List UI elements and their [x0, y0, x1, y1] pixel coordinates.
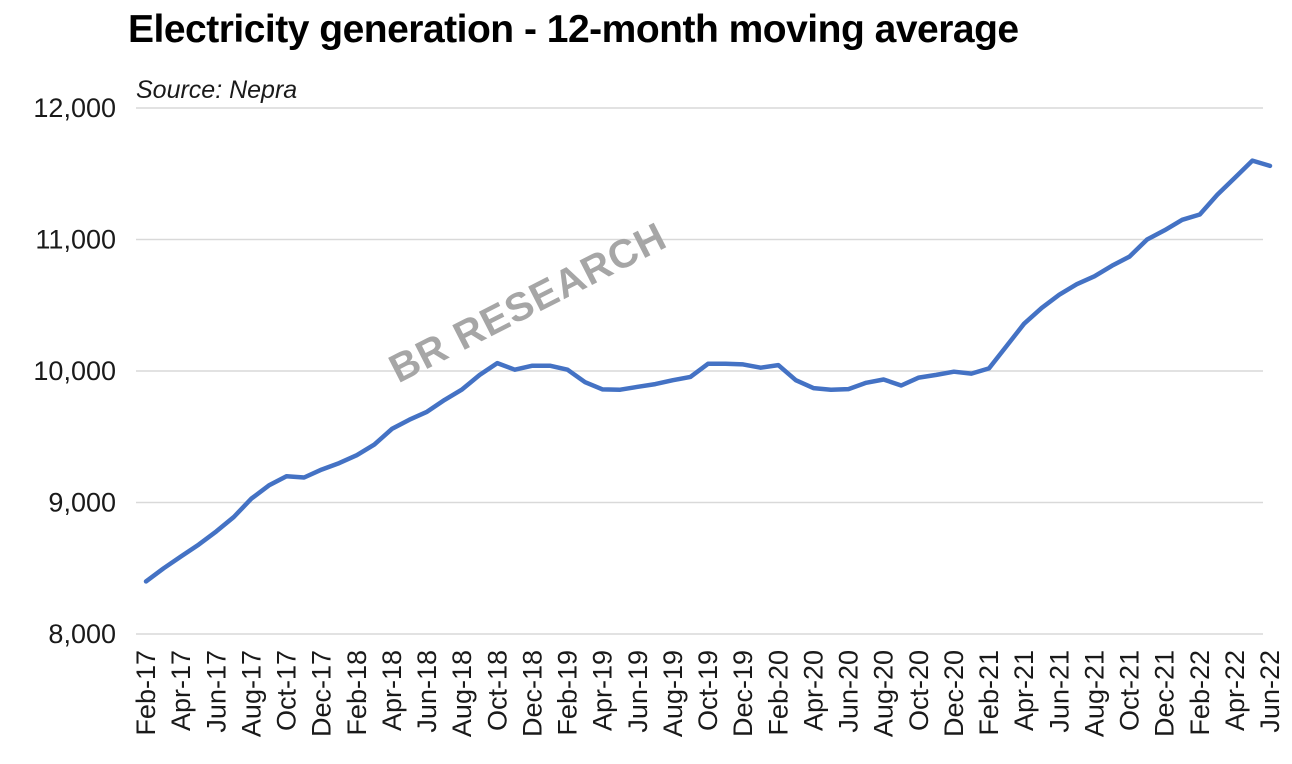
x-tick-label: Feb-19 [553, 650, 583, 736]
x-tick-label: Jun-18 [412, 650, 442, 733]
x-tick-label: Oct-18 [482, 650, 512, 731]
x-tick-label: Aug-18 [447, 650, 477, 737]
x-tick-label: Oct-21 [1115, 650, 1145, 731]
chart-title: Electricity generation - 12-month moving… [128, 8, 1019, 51]
x-tick-label: Apr-18 [377, 650, 407, 731]
x-tick-label: Feb-20 [763, 650, 793, 736]
chart-source-note: Source: Nepra [136, 76, 308, 105]
x-tick-label: Aug-21 [1079, 650, 1109, 737]
x-tick-label: Jun-21 [1044, 650, 1074, 733]
y-tick-label: 8,000 [48, 619, 116, 649]
x-tick-label: Apr-22 [1220, 650, 1250, 731]
x-tick-label: Feb-22 [1185, 650, 1215, 736]
x-tick-label: Feb-17 [131, 650, 161, 736]
x-tick-label: Aug-17 [236, 650, 266, 737]
x-tick-label: Aug-19 [658, 650, 688, 737]
x-tick-label: Jun-22 [1255, 650, 1285, 733]
x-tick-label: Aug-20 [869, 650, 899, 737]
x-tick-label: Dec-20 [939, 650, 969, 737]
x-tick-label: Dec-18 [517, 650, 547, 737]
x-tick-label: Jun-19 [623, 650, 653, 733]
x-tick-label: Dec-17 [307, 650, 337, 737]
x-tick-label: Apr-21 [1009, 650, 1039, 731]
x-tick-label: Oct-19 [693, 650, 723, 731]
y-tick-label: 9,000 [48, 488, 116, 518]
x-tick-label: Apr-19 [588, 650, 618, 731]
y-tick-label: 10,000 [33, 356, 116, 386]
x-tick-label: Feb-18 [342, 650, 372, 736]
series-line [143, 158, 1273, 584]
x-tick-label: Oct-20 [904, 650, 934, 731]
x-tick-label: Apr-20 [798, 650, 828, 731]
x-tick-label: Dec-19 [728, 650, 758, 737]
y-tick-label: 11,000 [35, 225, 116, 255]
x-tick-label: Feb-21 [974, 650, 1004, 736]
x-tick-label: Dec-21 [1150, 650, 1180, 737]
y-tick-label: 12,000 [33, 93, 116, 123]
x-tick-label: Apr-17 [166, 650, 196, 731]
x-tick-label: Oct-17 [272, 650, 302, 731]
x-tick-label: Jun-20 [834, 650, 864, 733]
x-tick-label: Jun-17 [201, 650, 231, 733]
